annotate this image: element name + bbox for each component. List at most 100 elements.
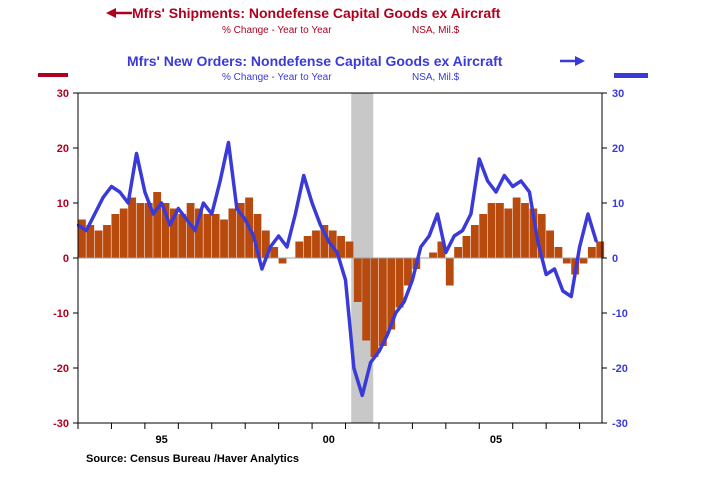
shipments-bar bbox=[554, 247, 563, 258]
shipments-bar bbox=[111, 214, 120, 258]
shipments-bar bbox=[186, 203, 195, 258]
orders-point bbox=[143, 190, 147, 194]
left-tick-label: 30 bbox=[57, 88, 69, 100]
right-axis-swatch bbox=[614, 73, 648, 78]
orders-point bbox=[369, 361, 372, 364]
shipments-bar bbox=[353, 258, 362, 302]
orders-point bbox=[511, 185, 514, 188]
orders-point bbox=[595, 240, 598, 243]
shipments-bar bbox=[86, 225, 95, 258]
right-tick-label: -20 bbox=[612, 363, 628, 375]
legend-orders-arrow-icon bbox=[560, 56, 585, 66]
orders-point bbox=[202, 201, 205, 205]
right-tick-label: 0 bbox=[612, 253, 618, 265]
right-tick-label: 20 bbox=[612, 143, 624, 155]
orders-point bbox=[177, 207, 180, 210]
legend-shipments-subtitle-right: NSA, Mil.$ bbox=[412, 25, 460, 36]
shipments-bar bbox=[337, 236, 345, 258]
shipments-bar bbox=[303, 236, 312, 258]
orders-point bbox=[152, 212, 155, 216]
shipments-bar bbox=[470, 225, 479, 258]
x-tick-label: 05 bbox=[490, 434, 502, 446]
x-axis: 95 00 05 bbox=[77, 423, 581, 446]
orders-point bbox=[235, 207, 239, 210]
orders-point bbox=[277, 234, 280, 238]
shipments-bar bbox=[261, 230, 270, 258]
left-tick-label: -20 bbox=[53, 363, 69, 375]
orders-point bbox=[260, 267, 264, 271]
legend-shipments-arrow-icon bbox=[106, 8, 132, 18]
left-tick-label: 10 bbox=[57, 198, 69, 210]
shipments-bar bbox=[228, 208, 237, 258]
shipments-bar bbox=[537, 214, 546, 258]
shipments-bar bbox=[546, 230, 554, 258]
shipments-bar bbox=[161, 203, 170, 258]
orders-point bbox=[185, 218, 188, 221]
orders-point bbox=[461, 229, 464, 232]
shipments-bar bbox=[220, 219, 228, 258]
orders-point bbox=[528, 190, 531, 194]
shipments-bar bbox=[136, 203, 145, 258]
legend-orders-title: Mfrs' New Orders: Nondefense Capital Goo… bbox=[127, 53, 503, 69]
shipments-bar bbox=[429, 252, 437, 258]
orders-point bbox=[402, 300, 406, 304]
left-tick-label: 0 bbox=[63, 253, 69, 265]
shipments-bar bbox=[195, 208, 203, 258]
orders-point bbox=[578, 245, 581, 249]
x-tick-label: 00 bbox=[323, 434, 335, 446]
orders-point bbox=[394, 311, 397, 315]
shipments-bar bbox=[236, 203, 245, 258]
orders-point bbox=[377, 350, 381, 353]
orders-line bbox=[77, 140, 598, 398]
left-axis-swatch bbox=[38, 73, 68, 77]
orders-point bbox=[452, 234, 456, 238]
orders-point bbox=[427, 234, 431, 238]
orders-point bbox=[570, 295, 573, 298]
orders-point bbox=[469, 212, 473, 216]
shipments-bar bbox=[312, 230, 320, 258]
orders-point bbox=[327, 240, 330, 243]
shipments-bar bbox=[178, 214, 187, 258]
shipments-bar bbox=[295, 241, 304, 258]
shipments-bar bbox=[562, 258, 571, 264]
orders-point bbox=[386, 333, 389, 337]
shipments-bar bbox=[479, 214, 488, 258]
orders-point bbox=[85, 229, 88, 232]
shipments-bar bbox=[128, 197, 136, 258]
shipments-bar bbox=[395, 258, 404, 308]
legend-shipments-title: Mfrs' Shipments: Nondefense Capital Good… bbox=[132, 5, 501, 21]
shipments-bar bbox=[211, 214, 220, 258]
shipments-bar bbox=[320, 225, 329, 258]
shipments-bar bbox=[454, 247, 463, 258]
shipments-bar bbox=[345, 241, 354, 258]
x-tick-label: 95 bbox=[155, 434, 167, 446]
shipments-bar bbox=[437, 241, 446, 258]
orders-point bbox=[319, 223, 322, 227]
orders-point bbox=[93, 212, 96, 216]
orders-point bbox=[419, 245, 422, 249]
orders-point bbox=[252, 234, 255, 238]
shipments-bar bbox=[387, 258, 396, 330]
left-tick-label: 20 bbox=[57, 143, 69, 155]
orders-point bbox=[110, 185, 113, 188]
orders-point bbox=[503, 174, 506, 177]
right-tick-label: 30 bbox=[612, 88, 624, 100]
shipments-bar bbox=[253, 214, 262, 258]
orders-point bbox=[335, 251, 339, 254]
orders-point bbox=[310, 201, 314, 205]
shipments-bar bbox=[587, 247, 596, 258]
shipments-bar bbox=[370, 258, 379, 357]
shipments-bar bbox=[103, 225, 111, 258]
shipments-bar bbox=[144, 203, 153, 258]
orders-point bbox=[352, 366, 356, 370]
orders-point bbox=[227, 141, 230, 144]
orders-point bbox=[193, 229, 197, 232]
shipments-bar bbox=[579, 258, 588, 264]
orders-point bbox=[553, 267, 556, 271]
orders-point bbox=[243, 218, 247, 221]
legend-orders-subtitle-left: % Change - Year to Year bbox=[222, 72, 332, 83]
legend: Mfrs' Shipments: Nondefense Capital Good… bbox=[106, 5, 585, 83]
orders-point bbox=[436, 212, 439, 216]
right-tick-label: -30 bbox=[612, 418, 628, 430]
orders-point bbox=[135, 152, 138, 155]
